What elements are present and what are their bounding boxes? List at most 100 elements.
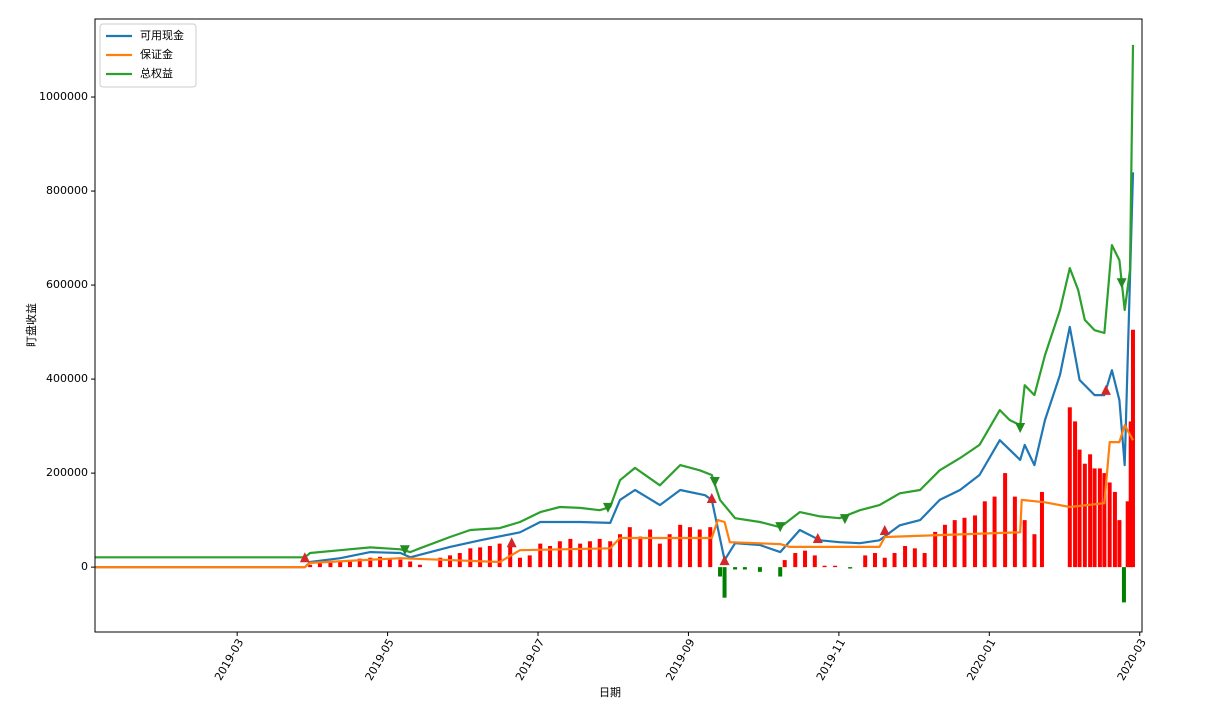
x-tick-label: 2020-01	[964, 637, 998, 683]
bar	[1112, 491, 1117, 568]
bar	[942, 524, 947, 568]
buy-marker	[812, 532, 823, 543]
buy-marker	[299, 552, 310, 563]
bar	[778, 567, 783, 577]
x-tick-label: 2019-11	[814, 637, 848, 683]
bar	[378, 556, 383, 568]
bar	[687, 527, 692, 568]
bar	[497, 543, 502, 568]
bar	[678, 524, 683, 568]
bar	[1077, 449, 1082, 568]
bar	[328, 562, 333, 568]
bar	[1128, 421, 1133, 568]
buy-marker	[1100, 384, 1111, 395]
bar	[608, 541, 613, 568]
bar	[962, 517, 967, 568]
line	[95, 44, 1135, 559]
bar	[1039, 491, 1044, 568]
sell-marker	[399, 545, 410, 556]
bar	[1092, 468, 1097, 568]
bar	[1097, 468, 1102, 568]
bar	[638, 536, 643, 568]
bar	[708, 527, 713, 568]
bar	[627, 527, 632, 568]
bar	[648, 529, 653, 568]
bar	[487, 545, 492, 568]
x-tick-label: 2019-05	[363, 637, 397, 683]
bar	[338, 561, 343, 568]
bar	[417, 564, 422, 568]
bar	[793, 553, 798, 568]
buy-marker	[706, 493, 717, 504]
buy-marker	[506, 537, 517, 548]
y-axis-label: 盯盘收益	[24, 303, 38, 347]
bar	[347, 560, 352, 568]
bar	[317, 563, 322, 568]
bar	[597, 538, 602, 568]
bar	[438, 557, 443, 568]
y-tick-label: 200000	[46, 466, 88, 479]
legend-label: 可用现金	[140, 28, 184, 42]
bar	[667, 534, 672, 568]
bar	[1125, 501, 1130, 568]
sell-marker	[775, 522, 786, 533]
bar	[733, 567, 738, 570]
sell-marker	[1015, 422, 1026, 433]
bar	[833, 565, 838, 568]
bar	[1117, 520, 1122, 568]
bar	[1121, 567, 1126, 603]
bar	[618, 534, 623, 568]
bar	[697, 529, 702, 568]
bar	[308, 564, 313, 568]
bar	[1088, 454, 1093, 568]
bar	[882, 557, 887, 568]
bar	[368, 557, 373, 568]
line	[95, 424, 1134, 569]
y-tick-label: 400000	[46, 372, 88, 385]
bar	[448, 555, 453, 568]
bar	[357, 558, 362, 568]
x-tick-label: 2019-07	[513, 637, 547, 683]
bar	[568, 538, 573, 568]
bar	[973, 515, 978, 568]
x-tick-label: 2019-09	[663, 637, 697, 683]
bar	[912, 548, 917, 568]
bar	[538, 543, 543, 568]
y-tick-label: 600000	[46, 278, 88, 291]
bar	[548, 545, 553, 568]
bar	[782, 560, 787, 568]
bar	[657, 543, 662, 568]
sell-marker	[709, 477, 720, 488]
x-axis-label: 日期	[599, 686, 621, 699]
bar	[527, 555, 532, 568]
y-tick-label: 800000	[46, 184, 88, 197]
bar	[468, 548, 473, 568]
x-tick-label: 2019-03	[212, 637, 246, 683]
bar	[1003, 473, 1008, 568]
bar	[387, 558, 392, 568]
legend-label: 总权益	[140, 66, 173, 80]
bar	[478, 547, 483, 568]
bar	[1107, 482, 1112, 568]
bar	[848, 567, 853, 569]
bar	[1067, 407, 1072, 568]
sell-marker	[1116, 278, 1127, 289]
bar	[722, 567, 727, 598]
legend-box	[99, 23, 197, 88]
bar	[757, 567, 762, 572]
sell-marker	[839, 514, 850, 525]
bar	[812, 555, 817, 568]
bar	[803, 550, 808, 568]
bar	[1102, 473, 1107, 568]
sell-marker	[602, 502, 613, 513]
bar	[587, 541, 592, 568]
line	[95, 172, 1135, 569]
bar	[557, 541, 562, 568]
plot-frame	[94, 18, 1143, 633]
bar	[992, 496, 997, 568]
bar	[1022, 520, 1027, 568]
x-tick-label: 2020-03	[1115, 637, 1149, 683]
buy-marker	[719, 555, 730, 566]
bar	[952, 520, 957, 568]
bar	[933, 531, 938, 568]
